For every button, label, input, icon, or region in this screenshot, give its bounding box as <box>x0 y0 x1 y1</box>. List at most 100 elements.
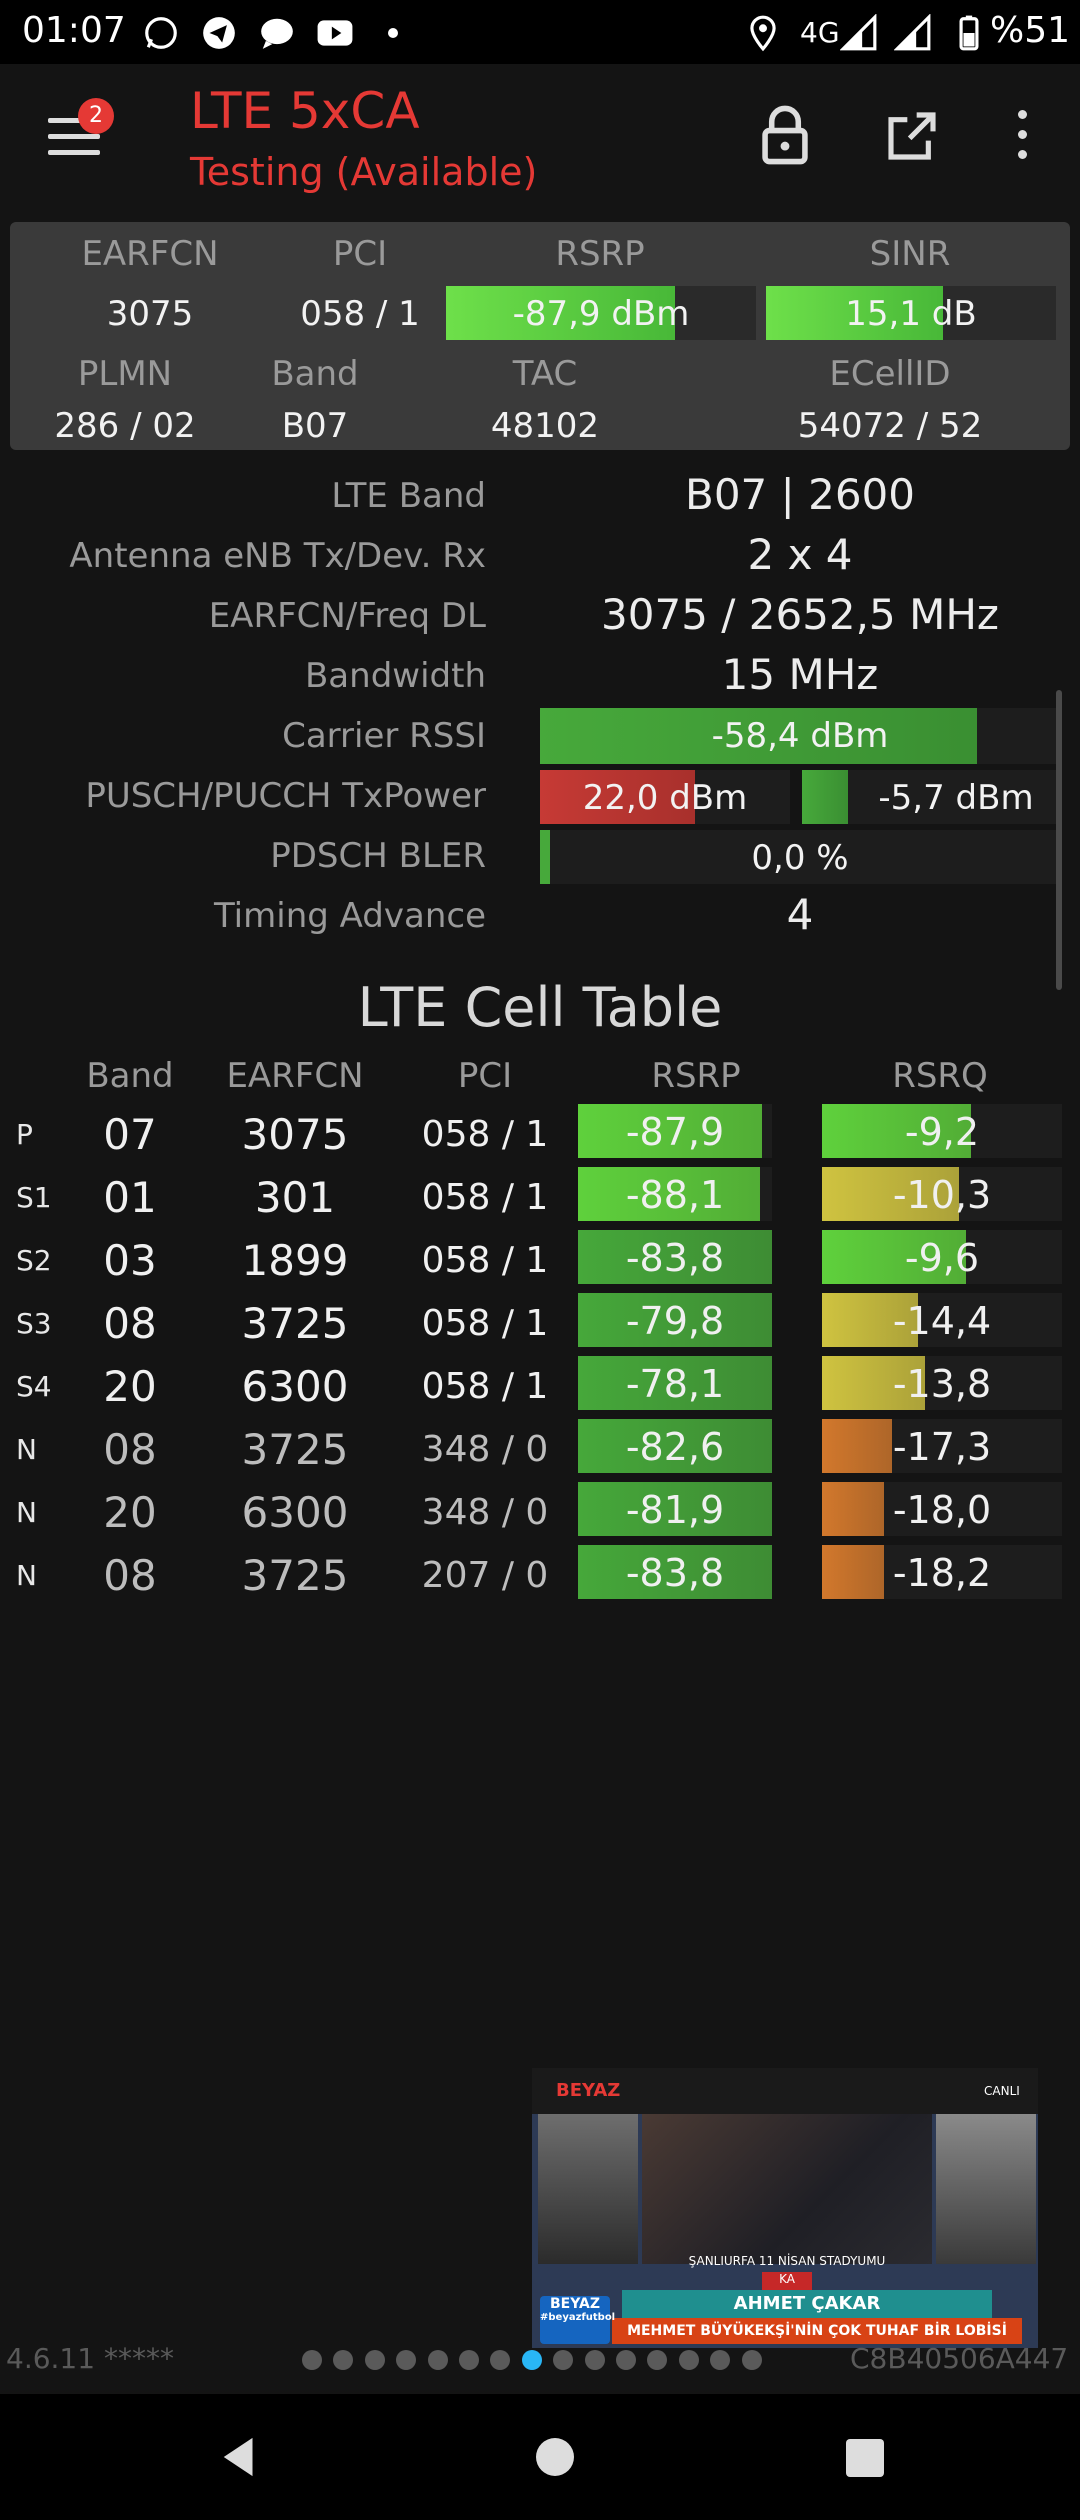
pucch-bar: -5,7 dBm <box>802 770 1060 824</box>
open-external-icon[interactable] <box>884 108 940 164</box>
row-band: 03 <box>103 1236 157 1285</box>
battery-level: %51 <box>990 10 1071 51</box>
live-label: CANLI <box>984 2084 1020 2098</box>
antenna-value: 2 x 4 <box>747 530 853 579</box>
notification-badge: 2 <box>78 98 114 134</box>
sinr-value: 15,1 dB <box>845 294 977 334</box>
row-rsrp-bar-fill <box>578 1419 772 1473</box>
page-dot[interactable] <box>396 2350 417 2370</box>
row-rsrp-bar-fill <box>578 1293 772 1347</box>
antenna-label: Antenna eNB Tx/Dev. Rx <box>69 536 486 576</box>
rsrp-bar: -87,9 dBm <box>446 286 756 340</box>
rsrp-header: RSRP <box>555 234 645 274</box>
row-rsrp-value: -88,1 <box>625 1173 725 1217</box>
page-dot[interactable] <box>302 2350 322 2370</box>
lock-icon[interactable] <box>758 104 812 166</box>
row-band: 08 <box>103 1551 157 1600</box>
row-rsrp-bar: -88,1 <box>578 1167 772 1221</box>
pucch-value: -5,7 dBm <box>878 778 1034 818</box>
row-rsrp-bar-fill <box>578 1104 763 1158</box>
video-caption: MEHMET BÜYÜKEKŞİ'NİN ÇOK TUHAF BİR LOBİS… <box>612 2318 1022 2344</box>
row-rsrq-bar: -13,8 <box>822 1356 1062 1410</box>
bler-bar: 0,0 % <box>540 830 1060 884</box>
row-band: 01 <box>103 1173 157 1222</box>
ecellid-value: 54072 / 52 <box>797 406 983 446</box>
row-rsrp-bar-fill <box>578 1167 761 1221</box>
sinr-bar-fill <box>766 286 943 340</box>
page-dot[interactable] <box>427 2350 448 2370</box>
pucch-bar-fill <box>802 770 849 824</box>
bler-label: PDSCH BLER <box>270 836 486 876</box>
page-dot[interactable] <box>741 2350 762 2370</box>
row-earfcn: 3075 <box>241 1110 349 1159</box>
page-dot[interactable] <box>616 2350 636 2370</box>
recents-icon[interactable] <box>846 2439 884 2477</box>
row-rsrp-bar: -79,8 <box>578 1293 772 1347</box>
chat-icon <box>261 18 293 49</box>
row-earfcn: 6300 <box>241 1362 349 1411</box>
menu-icon[interactable] <box>48 118 100 158</box>
page-dot[interactable] <box>678 2350 699 2370</box>
cell-table-title: LTE Cell Table <box>357 976 723 1039</box>
row-rsrq-bar: -14,4 <box>822 1293 1062 1347</box>
row-rsrq-bar-fill <box>822 1293 918 1347</box>
page-dot[interactable] <box>490 2350 511 2370</box>
signal-icon <box>840 14 877 51</box>
page-dot[interactable] <box>584 2350 605 2370</box>
row-pci: 348 / 0 <box>421 1429 549 1470</box>
rsrq-column-header: RSRQ <box>892 1056 988 1096</box>
row-pci: 058 / 1 <box>421 1366 549 1407</box>
row-rsrp-bar: -81,9 <box>578 1482 772 1536</box>
battery-icon <box>959 15 979 51</box>
row-rsrq-value: -9,2 <box>904 1110 980 1154</box>
row-rsrp-value: -83,8 <box>625 1236 725 1280</box>
row-pci: 058 / 1 <box>421 1177 549 1218</box>
whatsapp-icon <box>145 17 177 49</box>
page-dot[interactable] <box>459 2350 479 2370</box>
band-header: Band <box>271 354 359 394</box>
back-icon[interactable] <box>218 2434 264 2480</box>
sinr-header: SINR <box>869 234 951 274</box>
row-rsrq-bar: -18,0 <box>822 1482 1062 1536</box>
row-rsrp-bar: -83,8 <box>578 1545 772 1599</box>
row-rsrq-bar-fill <box>822 1545 885 1599</box>
row-rsrq-value: -14,4 <box>892 1299 992 1343</box>
page-indicator[interactable] <box>302 2350 782 2370</box>
status-time: 01:07 <box>22 10 126 51</box>
bandwidth-value: 15 MHz <box>721 650 879 699</box>
row-band: 07 <box>103 1110 157 1159</box>
row-band: 20 <box>103 1362 157 1411</box>
channel-name: BEYAZ <box>556 2080 621 2101</box>
earfcn-value: 3075 <box>106 294 194 334</box>
app-subtitle: Testing (Available) <box>190 150 538 194</box>
scrollbar[interactable] <box>1056 690 1062 990</box>
row-type: S3 <box>16 1307 52 1340</box>
telegram-icon <box>203 17 235 49</box>
row-rsrq-value: -13,8 <box>892 1362 992 1406</box>
video-overlay[interactable]: BEYAZ CANLI ŞANLIURFA 11 NİSAN STADYUMU … <box>532 2068 1038 2348</box>
notification-dot <box>388 28 398 38</box>
row-earfcn: 6300 <box>241 1488 349 1537</box>
row-rsrp-bar-fill <box>578 1230 772 1284</box>
row-rsrq-bar-fill <box>822 1482 885 1536</box>
network-type: 4G <box>800 16 840 49</box>
row-rsrq-value: -18,0 <box>892 1488 992 1532</box>
row-pci: 058 / 1 <box>421 1303 549 1344</box>
home-icon[interactable] <box>536 2438 574 2476</box>
rssi-bar: -58,4 dBm <box>540 708 1060 764</box>
page-dot[interactable] <box>710 2350 731 2370</box>
page-dot[interactable] <box>333 2350 354 2370</box>
page-dot[interactable] <box>647 2350 668 2370</box>
row-rsrp-bar: -83,8 <box>578 1230 772 1284</box>
video-panel-left <box>538 2114 638 2264</box>
row-type: P <box>16 1118 33 1151</box>
more-vert-icon[interactable] <box>1014 110 1030 166</box>
row-rsrp-bar: -87,9 <box>578 1104 772 1158</box>
row-rsrp-bar-fill <box>578 1356 772 1410</box>
page-dot-active[interactable] <box>521 2350 542 2370</box>
page-dot[interactable] <box>364 2350 385 2370</box>
youtube-icon <box>317 20 353 46</box>
rssi-value: -58,4 dBm <box>711 716 889 756</box>
page-dot[interactable] <box>553 2350 574 2370</box>
row-rsrq-value: -18,2 <box>892 1551 992 1595</box>
